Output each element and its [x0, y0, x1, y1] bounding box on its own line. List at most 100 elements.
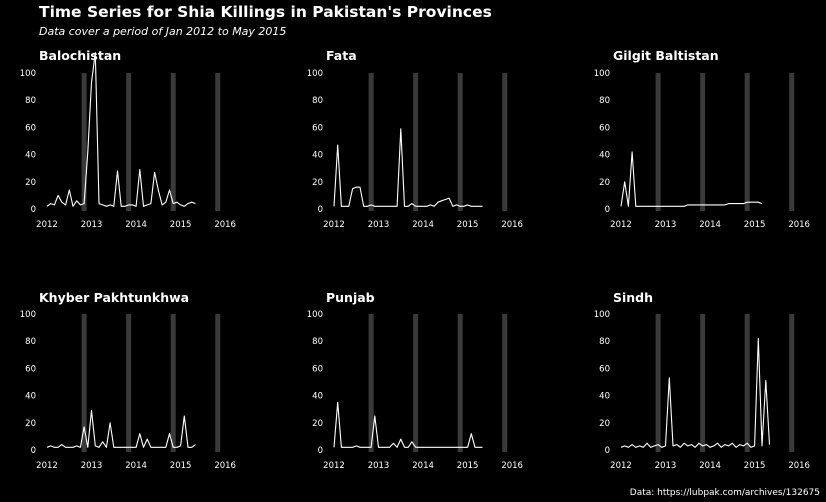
y-tick-label: 80	[312, 337, 323, 347]
y-tick-label: 80	[25, 337, 36, 347]
shaded-band-fata-2	[457, 73, 463, 211]
x-tick-label: 2013	[655, 461, 677, 471]
y-tick-label: 20	[25, 419, 36, 429]
series-line-fata	[333, 128, 483, 207]
y-tick-label: 40	[312, 151, 323, 161]
x-tick-label: 2014	[125, 461, 147, 471]
x-tick-label: 2015	[744, 220, 766, 230]
y-tick-label: 60	[312, 364, 323, 374]
x-tick-label: 2016	[214, 461, 236, 471]
x-tick-label: 2016	[214, 220, 236, 230]
series-line-punjab	[333, 401, 483, 448]
facet-title-khyber-pakhtunkhwa: Khyber Pakhtunkhwa	[39, 290, 189, 305]
shaded-band-sindh-1	[700, 314, 706, 452]
x-tick-label: 2014	[125, 220, 147, 230]
series-line-gilgit-baltistan	[620, 151, 763, 207]
y-tick-label: 60	[312, 123, 323, 133]
y-tick-label: 0	[318, 205, 323, 215]
y-tick-label: 60	[25, 123, 36, 133]
y-tick-label: 0	[605, 205, 610, 215]
y-tick-label: 0	[31, 446, 36, 456]
y-tick-label: 80	[312, 96, 323, 106]
shaded-band-gilgit-baltistan-2	[744, 73, 750, 211]
x-tick-label: 2013	[81, 461, 103, 471]
source-caption: Data: https://lubpak.com/archives/132675	[629, 488, 820, 498]
y-tick-label: 100	[20, 310, 36, 320]
y-tick-label: 0	[31, 205, 36, 215]
facet-title-punjab: Punjab	[326, 290, 375, 305]
shaded-band-balochistan-3	[215, 73, 221, 211]
y-tick-label: 40	[599, 392, 610, 402]
shaded-band-gilgit-baltistan-1	[700, 73, 706, 211]
series-line-balochistan	[46, 52, 196, 207]
x-tick-label: 2013	[655, 220, 677, 230]
y-tick-label: 100	[307, 69, 323, 79]
x-tick-label: 2015	[744, 461, 766, 471]
x-tick-label: 2015	[170, 220, 192, 230]
x-tick-label: 2015	[170, 461, 192, 471]
x-tick-label: 2016	[501, 461, 523, 471]
shaded-band-balochistan-2	[170, 73, 176, 211]
shaded-band-fata-0	[368, 73, 374, 211]
x-tick-label: 2016	[788, 220, 810, 230]
y-tick-label: 100	[307, 310, 323, 320]
y-tick-label: 60	[599, 364, 610, 374]
shaded-band-khyber-pakhtunkhwa-2	[170, 314, 176, 452]
y-tick-label: 60	[599, 123, 610, 133]
shaded-band-punjab-3	[502, 314, 508, 452]
x-tick-label: 2013	[368, 220, 390, 230]
shaded-band-punjab-1	[413, 314, 419, 452]
x-tick-label: 2012	[36, 220, 58, 230]
y-tick-label: 20	[25, 178, 36, 188]
x-tick-label: 2014	[412, 220, 434, 230]
y-tick-label: 40	[312, 392, 323, 402]
x-tick-label: 2014	[412, 461, 434, 471]
x-tick-label: 2015	[457, 220, 479, 230]
y-tick-label: 100	[594, 69, 610, 79]
x-tick-label: 2012	[323, 461, 345, 471]
chart-title: Time Series for Shia Killings in Pakista…	[39, 3, 492, 21]
y-tick-label: 20	[599, 419, 610, 429]
chart-subtitle: Data cover a period of Jan 2012 to May 2…	[39, 25, 287, 38]
x-tick-label: 2013	[81, 220, 103, 230]
x-tick-label: 2014	[699, 461, 721, 471]
x-tick-label: 2014	[699, 220, 721, 230]
y-tick-label: 40	[599, 151, 610, 161]
shaded-band-khyber-pakhtunkhwa-3	[215, 314, 221, 452]
x-tick-label: 2015	[457, 461, 479, 471]
y-tick-label: 20	[599, 178, 610, 188]
y-tick-label: 80	[25, 96, 36, 106]
facet-title-sindh: Sindh	[613, 290, 653, 305]
shaded-band-balochistan-0	[81, 73, 87, 211]
x-tick-label: 2013	[368, 461, 390, 471]
series-line-khyber-pakhtunkhwa	[46, 410, 196, 448]
y-tick-label: 20	[312, 178, 323, 188]
y-tick-label: 40	[25, 392, 36, 402]
x-tick-label: 2016	[501, 220, 523, 230]
y-tick-label: 60	[25, 364, 36, 374]
facet-title-gilgit-baltistan: Gilgit Baltistan	[613, 48, 719, 63]
shaded-band-punjab-2	[457, 314, 463, 452]
x-tick-label: 2012	[323, 220, 345, 230]
series-line-sindh	[620, 337, 771, 448]
shaded-band-sindh-0	[655, 314, 661, 452]
facet-title-balochistan: Balochistan	[39, 48, 121, 63]
shaded-band-khyber-pakhtunkhwa-0	[81, 314, 87, 452]
shaded-band-sindh-3	[789, 314, 795, 452]
shaded-band-punjab-0	[368, 314, 374, 452]
x-tick-label: 2012	[610, 461, 632, 471]
x-tick-label: 2012	[36, 461, 58, 471]
shaded-band-gilgit-baltistan-0	[655, 73, 661, 211]
y-tick-label: 20	[312, 419, 323, 429]
shaded-band-balochistan-1	[126, 73, 132, 211]
y-tick-label: 80	[599, 96, 610, 106]
y-tick-label: 0	[318, 446, 323, 456]
y-tick-label: 100	[20, 69, 36, 79]
shaded-band-fata-3	[502, 73, 508, 211]
